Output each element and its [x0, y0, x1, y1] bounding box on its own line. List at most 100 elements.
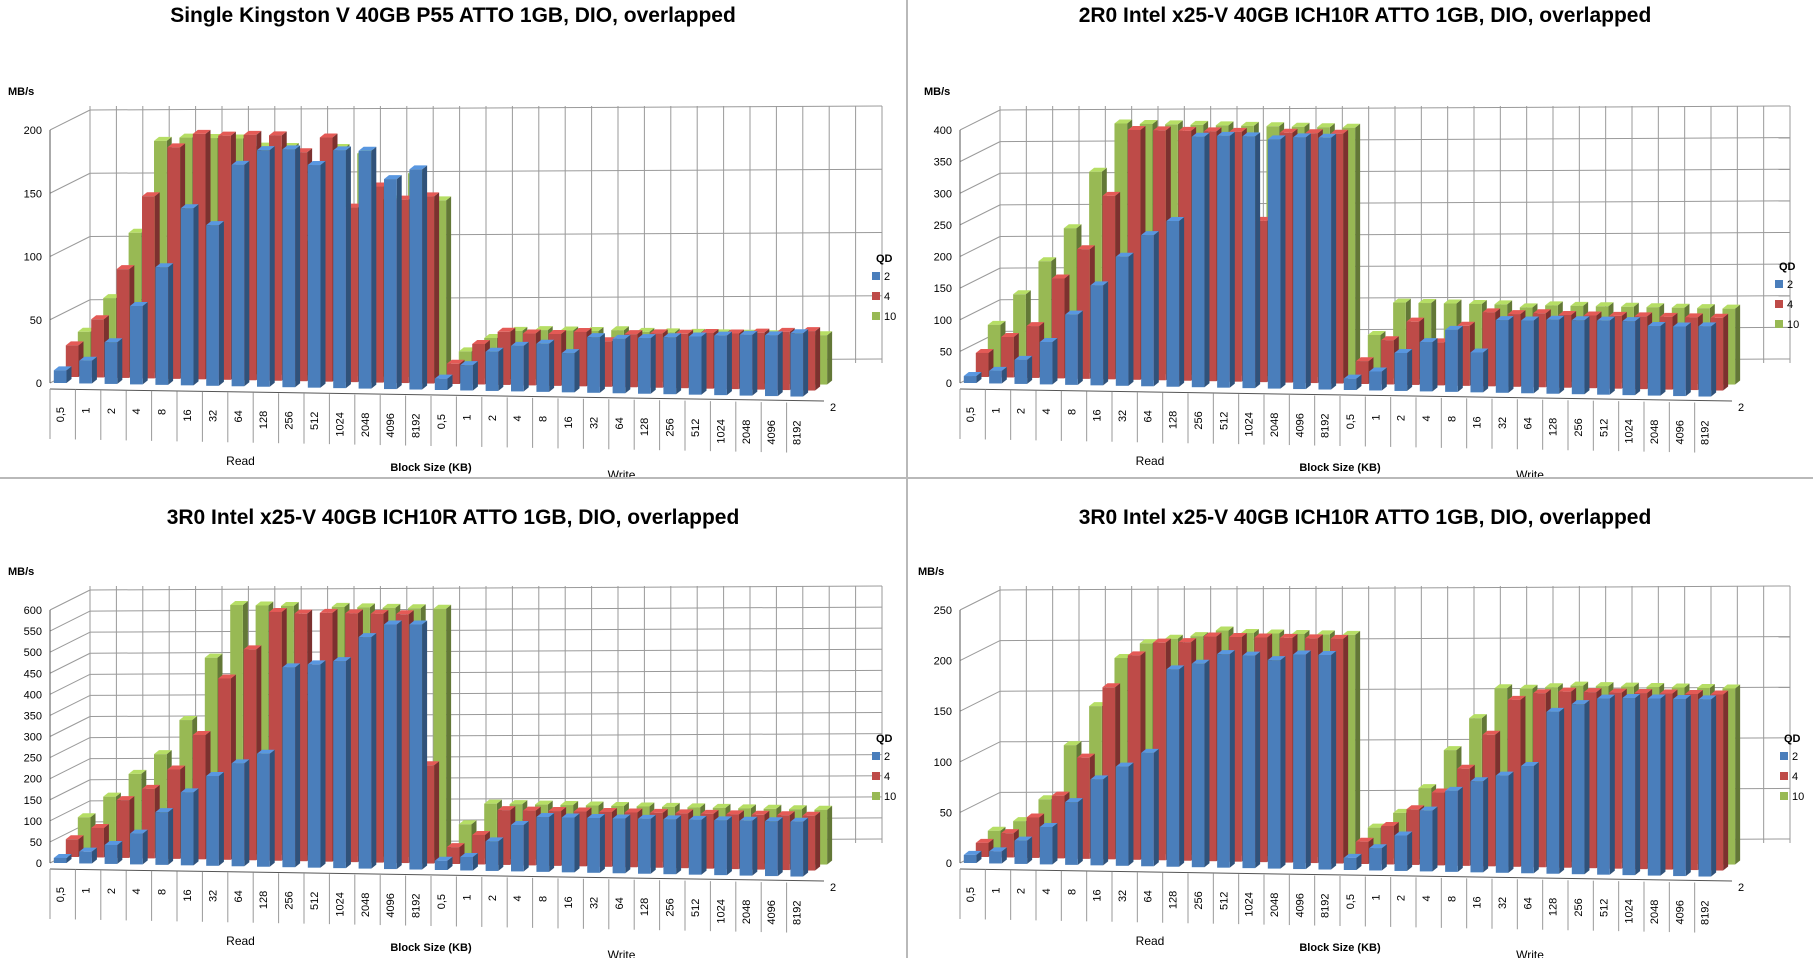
x-tick-label: 4 — [1421, 415, 1433, 421]
x-tick-label: 8192 — [792, 421, 804, 445]
x-tick-label: 256 — [1573, 898, 1585, 916]
x-tick-label: 16 — [182, 409, 194, 421]
gridline-side — [959, 236, 1001, 257]
legend-swatch-qd2 — [1780, 752, 1788, 760]
x-tick-label: 1024 — [334, 412, 346, 436]
x-tick-label: 32 — [588, 417, 600, 429]
bar-qd2 — [1622, 694, 1641, 876]
x-tick-label: 2 — [1016, 888, 1028, 894]
group-label-write: Write — [1516, 468, 1544, 477]
x-tick-label: 2048 — [741, 420, 753, 444]
bar-qd2 — [1445, 786, 1463, 872]
bar-qd2 — [231, 759, 250, 867]
gridline-side — [49, 172, 91, 194]
bar-qd2 — [765, 817, 783, 877]
legend-label-qd10: 10 — [884, 791, 896, 803]
bar-qd2 — [963, 372, 982, 383]
gridline-side — [959, 741, 1001, 763]
x-tick-label: 64 — [1142, 890, 1154, 902]
bar-qd2 — [561, 813, 580, 873]
x-tick-label: 256 — [1573, 418, 1585, 436]
bar-qd2 — [1470, 777, 1489, 873]
x-tick-label: 8 — [1446, 896, 1458, 902]
bar-qd2 — [180, 204, 199, 386]
y-tick-label: 250 — [934, 605, 952, 617]
bar-qd2 — [257, 146, 275, 387]
bar-qd2 — [1090, 281, 1109, 386]
bar-qd2 — [536, 339, 555, 392]
legend-label-qd2: 2 — [884, 751, 890, 763]
gridline-side — [49, 236, 91, 257]
bar-qd2 — [282, 145, 301, 388]
bar-qd2 — [1622, 317, 1641, 396]
y-tick-label: 0 — [36, 858, 42, 870]
x-tick-label: 64 — [1522, 417, 1534, 429]
x-tick-label: 512 — [690, 419, 702, 437]
x-tick-label: 8192 — [1320, 414, 1332, 438]
gridline-side — [49, 109, 91, 131]
bar-qd2 — [384, 620, 402, 870]
y-tick-label: 0 — [36, 378, 42, 390]
x-tick-label: 2 — [106, 888, 118, 894]
chart-panel-top-right: 2R0 Intel x25-V 40GB ICH10R ATTO 1GB, DI… — [910, 0, 1813, 477]
bar-qd2 — [1293, 133, 1311, 390]
panel-divider-vertical — [906, 0, 908, 958]
bar-qd2 — [1495, 771, 1514, 873]
bar-qd2 — [384, 175, 402, 390]
chart-top-left: Single Kingston V 40GB P55 ATTO 1GB, DIO… — [8, 4, 896, 477]
bar-qd2 — [1267, 656, 1286, 869]
bar-qd2 — [1039, 822, 1058, 865]
bar-qd2 — [206, 221, 224, 386]
x-tick-label: 512 — [1598, 899, 1610, 917]
bar-qd2 — [1445, 325, 1463, 392]
bar-qd2 — [1191, 132, 1210, 388]
legend-swatch-qd10 — [1775, 320, 1783, 328]
bar-qd2 — [638, 814, 656, 874]
bar-qd2 — [282, 663, 301, 868]
chart-top-right: 2R0 Intel x25-V 40GB ICH10R ATTO 1GB, DI… — [924, 4, 1799, 477]
y-tick-label: 150 — [934, 283, 952, 295]
y-tick-label: 400 — [934, 125, 952, 137]
y-tick-label: 100 — [934, 315, 952, 327]
x-tick-label: 2 — [1016, 408, 1028, 414]
x-tick-label: 512 — [309, 412, 321, 430]
x-tick-label: 8 — [538, 896, 550, 902]
x-tick-label: 4096 — [766, 420, 778, 444]
legend-label-qd10: 10 — [1792, 791, 1804, 803]
group-label-read: Read — [1136, 454, 1165, 468]
y-tick-label: 150 — [24, 188, 42, 200]
y-tick-label: 300 — [934, 188, 952, 200]
bar-qd2 — [409, 165, 428, 390]
gridline-side — [959, 640, 1001, 662]
x-tick-label: 1 — [990, 887, 1002, 893]
bar-qd2 — [587, 333, 605, 393]
legend-swatch-qd4 — [1780, 772, 1788, 780]
legend-swatch-qd4 — [1775, 300, 1783, 308]
legend-title: QD — [876, 253, 893, 265]
gridline-side — [959, 172, 1001, 194]
group-label-read: Read — [226, 454, 255, 468]
bar-qd2 — [1394, 348, 1413, 391]
bar-qd2 — [409, 620, 428, 870]
legend-swatch-qd10 — [872, 792, 880, 800]
bar-qd2 — [1065, 310, 1083, 385]
y-tick-label: 350 — [934, 157, 952, 169]
legend-label-qd4: 4 — [1792, 771, 1798, 783]
y-tick-label: 100 — [24, 816, 42, 828]
chart-panel-top-left: Single Kingston V 40GB P55 ATTO 1GB, DIO… — [0, 0, 906, 477]
x-tick-label: 1 — [990, 407, 1002, 413]
bar-qd2 — [765, 331, 783, 397]
bar-qd2 — [1267, 135, 1286, 389]
x-tick-label: 1024 — [1244, 892, 1256, 916]
gridline-side — [49, 716, 91, 737]
x-axis-title: Block Size (KB) — [1299, 462, 1381, 474]
x-tick-label: 4096 — [1674, 900, 1686, 924]
chart-title: 3R0 Intel x25-V 40GB ICH10R ATTO 1GB, DI… — [167, 506, 740, 529]
legend-label-qd10: 10 — [1787, 319, 1799, 331]
x-tick-label: 4096 — [1294, 413, 1306, 437]
gridline-side — [959, 299, 1001, 321]
bar-qd2 — [1191, 659, 1210, 868]
bar-qd2 — [485, 837, 504, 871]
x-tick-label: 512 — [309, 892, 321, 910]
bar-qd2 — [1242, 132, 1261, 389]
